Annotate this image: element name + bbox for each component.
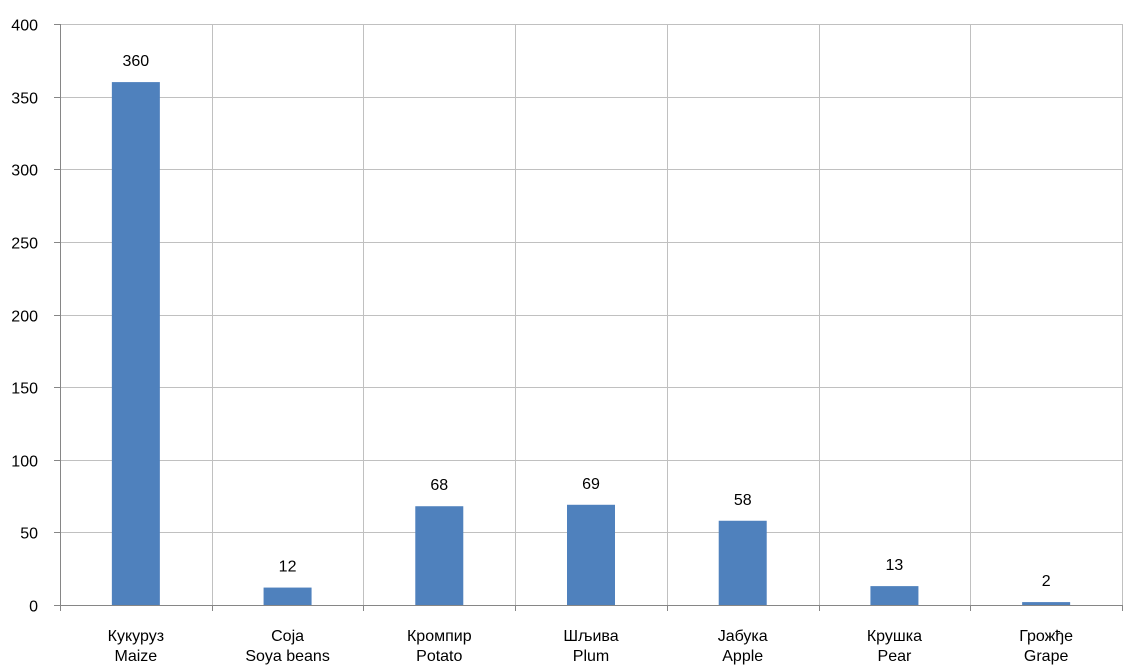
y-tick-label: 50 [20,526,38,543]
bars [111,82,1071,606]
x-tick-label-secondary: Maize [115,648,158,665]
data-labels: 360 12 68 69 58 13 2 [123,53,1051,590]
x-tick-label-primary: Грожђе [1019,628,1073,645]
y-tick-label: 250 [11,236,38,253]
data-label: 68 [430,477,448,494]
bar [1022,602,1071,605]
x-tick-label-primary: Јабука [718,628,768,645]
data-label: 58 [734,492,752,509]
data-label: 2 [1042,573,1051,590]
x-tick-label-secondary: Grape [1024,648,1069,665]
y-tick-label: 100 [11,454,38,471]
x-tick-label-primary: Крушка [867,628,922,645]
bar [415,506,464,605]
y-tick-labels: 0 50 100 150 200 250 300 350 400 [11,18,38,616]
x-tick-label-primary: Кромпир [407,628,472,645]
x-tick-label-primary: Шљива [563,628,618,645]
x-tick-label-secondary: Soya beans [245,648,330,665]
data-label: 12 [279,559,297,576]
bar [870,586,919,605]
x-tick-label-primary: Кукуруз [108,628,164,645]
bar [111,82,160,606]
axes [54,24,1123,611]
x-tick-label-secondary: Apple [722,648,763,665]
data-label: 69 [582,476,600,493]
x-tick-label-secondary: Potato [416,648,462,665]
data-label: 13 [886,557,904,574]
x-tick-labels: Кукуруз Maize Соја Soya beans Кромпир Potato Ш… [108,628,1074,665]
grid-lines [60,24,1123,605]
y-tick-label: 400 [11,18,38,35]
bar [263,587,312,605]
y-tick-label: 150 [11,381,38,398]
bar [567,504,615,605]
y-tick-label: 0 [29,599,38,616]
y-tick-label: 300 [11,163,38,180]
x-tick-label-secondary: Pear [878,648,912,665]
x-tick-label-primary: Соја [271,628,304,645]
x-tick-label-secondary: Plum [573,648,609,665]
y-tick-label: 200 [11,309,38,326]
y-tick-label: 350 [11,91,38,108]
bar [718,520,767,605]
data-label: 360 [123,53,150,70]
